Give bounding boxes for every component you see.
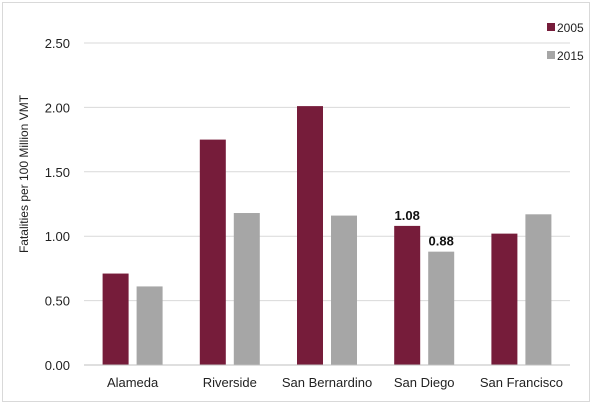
x-tick-label: Alameda	[107, 375, 159, 390]
y-tick-label: 0.00	[45, 358, 70, 373]
y-axis-ticks: 0.00 0.50 1.00 1.50 2.00 2.50	[45, 36, 70, 373]
data-label: 1.08	[395, 208, 420, 223]
x-tick-label: Riverside	[203, 375, 257, 390]
data-labels: 1.08 0.88	[395, 208, 454, 249]
y-tick-label: 1.00	[45, 229, 70, 244]
x-tick-label: San Bernardino	[282, 375, 372, 390]
bar-2005-alameda	[102, 273, 129, 365]
x-tick-label: San Diego	[394, 375, 455, 390]
legend: 2005 2015	[547, 21, 584, 63]
gridlines	[84, 42, 570, 302]
y-tick-label: 2.50	[45, 36, 70, 51]
bar-2015-san-bernardino	[331, 215, 357, 365]
y-axis-label: Fatalities per 100 Million VMT	[17, 94, 31, 253]
bar-2005-san-francisco	[491, 233, 518, 365]
data-label: 0.88	[429, 234, 454, 249]
bar-2005-san-diego	[394, 225, 421, 365]
bar-2015-alameda	[136, 286, 163, 365]
y-tick-label: 1.50	[45, 165, 70, 180]
y-tick-label: 0.50	[45, 294, 70, 309]
x-tick-label: San Francisco	[480, 375, 563, 390]
bar-2015-san-francisco	[525, 214, 552, 365]
bars	[102, 106, 552, 365]
legend-swatch-2005	[547, 23, 555, 31]
bar-2015-riverside	[233, 213, 260, 365]
legend-label-2015: 2015	[557, 49, 584, 63]
bar-2005-san-bernardino	[297, 106, 323, 365]
bar-2005-riverside	[199, 139, 226, 365]
legend-label-2005: 2005	[557, 21, 584, 35]
legend-swatch-2015	[547, 51, 555, 59]
y-tick-label: 2.00	[45, 100, 70, 115]
x-axis-ticks: Alameda Riverside San Bernardino San Diego S…	[107, 375, 563, 390]
bar-2015-san-diego	[428, 251, 455, 365]
